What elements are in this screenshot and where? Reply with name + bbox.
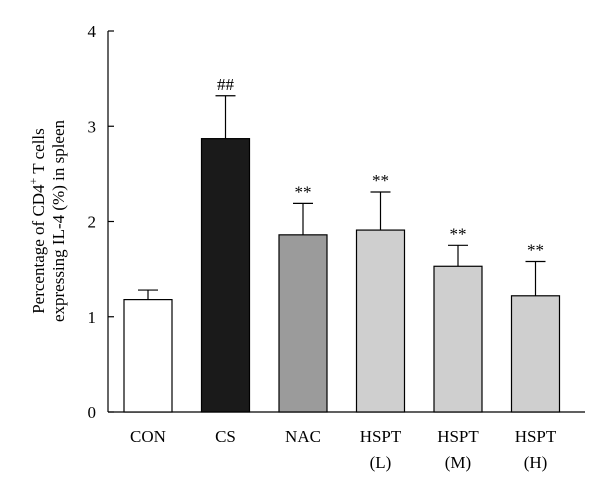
y-ticks: 0 1 2 3 4: [88, 22, 114, 422]
y-tick-label: 2: [88, 213, 97, 232]
bars: ## ** ** ** **: [123, 75, 561, 413]
x-tick-label: CON: [130, 427, 166, 446]
bar: [355, 229, 406, 413]
bar: [123, 299, 173, 413]
x-tick-labels: CON CS NAC HSPT (L) HSPT (M) HSPT (H): [130, 427, 557, 472]
x-tick-label: HSPT: [515, 427, 557, 446]
x-tick-label-line2: (M): [445, 453, 471, 472]
y-tick-label: 0: [88, 403, 97, 422]
y-tick-label: 1: [88, 308, 97, 327]
y-tick-label: 3: [88, 117, 97, 136]
y-axis-label-line2: expressing IL-4 (%) in spleen: [49, 119, 68, 322]
bar: [200, 138, 251, 413]
x-tick-label: NAC: [285, 427, 321, 446]
x-tick-label: CS: [215, 427, 236, 446]
x-tick-label: HSPT: [437, 427, 479, 446]
bar: [510, 295, 561, 413]
significance-label: ##: [217, 75, 235, 94]
y-tick-label: 4: [88, 22, 97, 41]
svg-text:Percentage of CD4+ T cells: Percentage of CD4+ T cells: [26, 128, 48, 314]
x-tick-label: HSPT: [360, 427, 402, 446]
y-axis-label-line1-rest: T cells: [29, 128, 48, 177]
y-axis-label: Percentage of CD4+ T cells expressing IL…: [26, 119, 68, 322]
y-axis-label-superscript: +: [26, 177, 40, 184]
significance-label: **: [450, 224, 467, 243]
significance-label: **: [372, 171, 389, 190]
x-tick-label-line2: (L): [370, 453, 392, 472]
x-tick-label-line2: (H): [524, 453, 548, 472]
significance-label: **: [295, 182, 312, 201]
significance-label: **: [527, 241, 544, 260]
bar: [278, 234, 328, 413]
y-axis-label-line1: Percentage of CD4: [29, 184, 48, 314]
bar: [433, 265, 483, 413]
